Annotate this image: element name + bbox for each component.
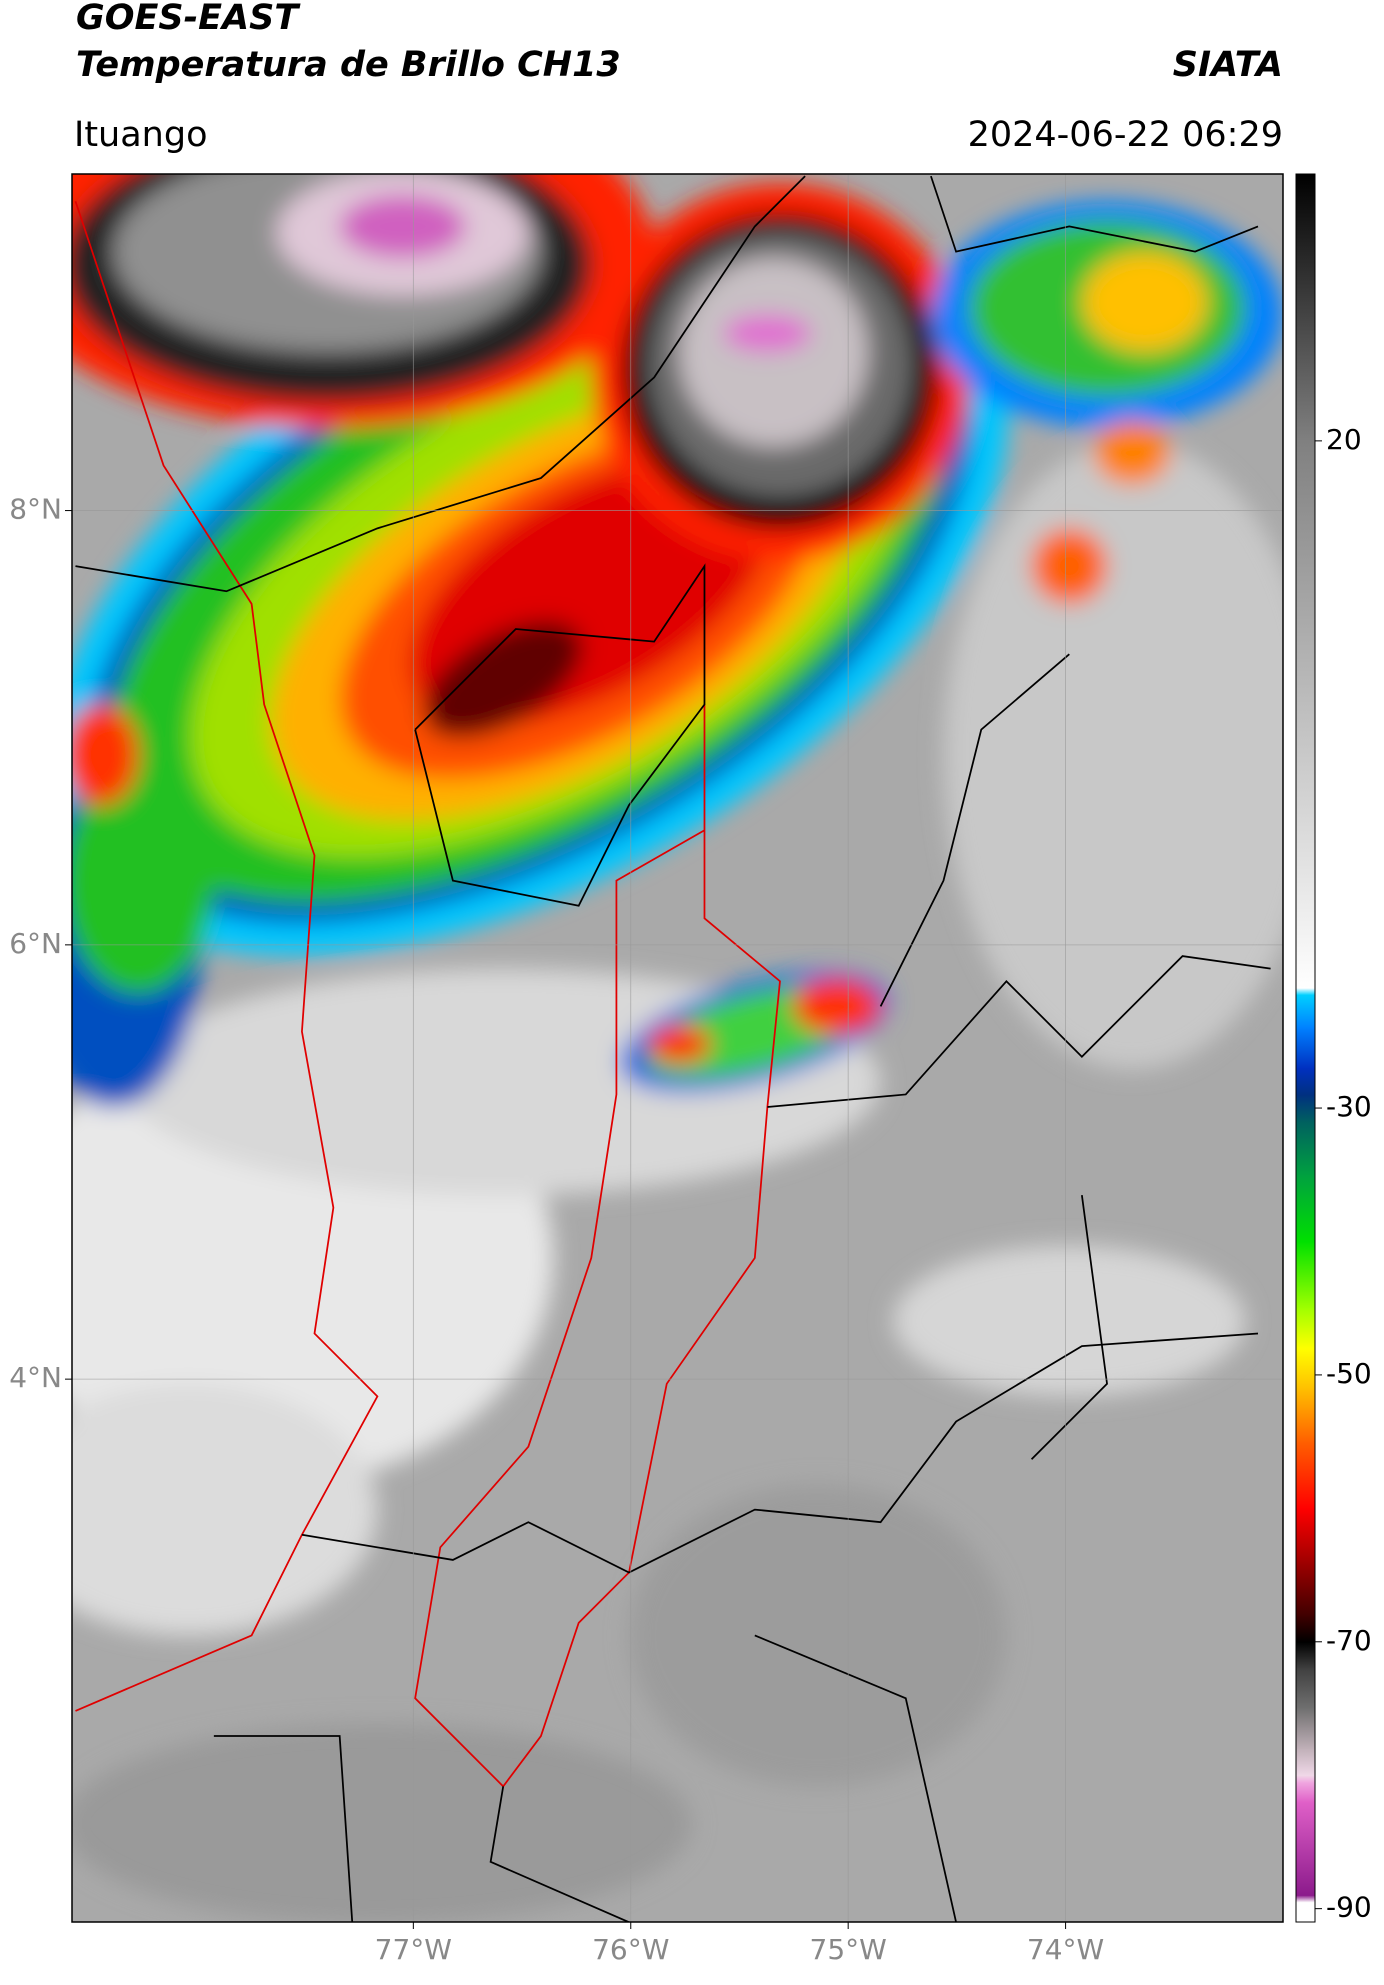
colorbar-segment xyxy=(1296,1615,1315,1643)
colorbar-segment xyxy=(1296,1641,1315,1669)
map-image xyxy=(72,174,1283,1922)
colorbar-segment xyxy=(1296,174,1315,442)
title: GOES-EAST xyxy=(76,0,301,38)
grid: 77°W 76°W 75°W 74°W 4°N 6°N 8°N xyxy=(9,174,1283,1966)
colorbar-segment xyxy=(1296,1094,1315,1122)
brand: SIATA xyxy=(1173,45,1283,85)
colorbar-segment xyxy=(1296,987,1315,996)
colorbar-segment xyxy=(1296,440,1315,989)
colorbar-tick-label: -50 xyxy=(1326,1357,1372,1390)
colorbar-tick-label: -70 xyxy=(1326,1624,1372,1657)
colorbar-segment xyxy=(1296,994,1315,1029)
colorbar-segment xyxy=(1296,1748,1315,1776)
colorbar-segment xyxy=(1296,1901,1315,1923)
colorbar-segment xyxy=(1296,1027,1315,1069)
colorbar-segment xyxy=(1296,1895,1315,1903)
colorbar-segment xyxy=(1296,1801,1315,1896)
colorbar-segment xyxy=(1296,1308,1315,1349)
colorbar-segment xyxy=(1296,1348,1315,1389)
colorbar-frame xyxy=(1295,173,1316,1923)
x-tick-label: 76°W xyxy=(592,1933,669,1966)
colorbar-segment xyxy=(1296,1174,1315,1242)
x-tick-label: 74°W xyxy=(1027,1933,1104,1966)
colorbar-segment xyxy=(1296,1441,1315,1509)
colorbar-segment xyxy=(1296,1068,1315,1096)
y-tick-label: 6°N xyxy=(9,927,62,960)
x-tick-label: 75°W xyxy=(810,1933,887,1966)
colorbar-tick-label: 20 xyxy=(1326,423,1362,456)
colorbar-segment xyxy=(1296,1388,1315,1443)
colorbar-segment xyxy=(1296,1241,1315,1309)
colorbar-segment xyxy=(1296,1668,1315,1710)
timestamp: 2024-06-22 06:29 xyxy=(968,115,1283,155)
colorbar-segment xyxy=(1296,1781,1315,1803)
colorbar-segment xyxy=(1296,1508,1315,1563)
colorbar-tick-label: -30 xyxy=(1326,1090,1372,1123)
x-tick-label: 77°W xyxy=(375,1933,452,1966)
location: Ituango xyxy=(74,115,208,155)
colorbar-segment xyxy=(1296,1708,1315,1750)
y-tick-label: 8°N xyxy=(9,493,62,526)
cloud-field xyxy=(72,174,1283,1922)
colorbar-segment xyxy=(1296,1775,1315,1783)
colorbar-segment xyxy=(1296,1561,1315,1616)
subtitle: Temperatura de Brillo CH13 xyxy=(76,45,621,85)
map-frame xyxy=(71,173,1284,1923)
borders xyxy=(74,175,1271,1922)
colorbar-segment xyxy=(1296,1121,1315,1176)
y-tick-label: 4°N xyxy=(9,1361,62,1394)
colorbar: -90 -70 -50 -30 20 xyxy=(1296,174,1372,1924)
colorbar-tick-label: -90 xyxy=(1326,1891,1372,1924)
